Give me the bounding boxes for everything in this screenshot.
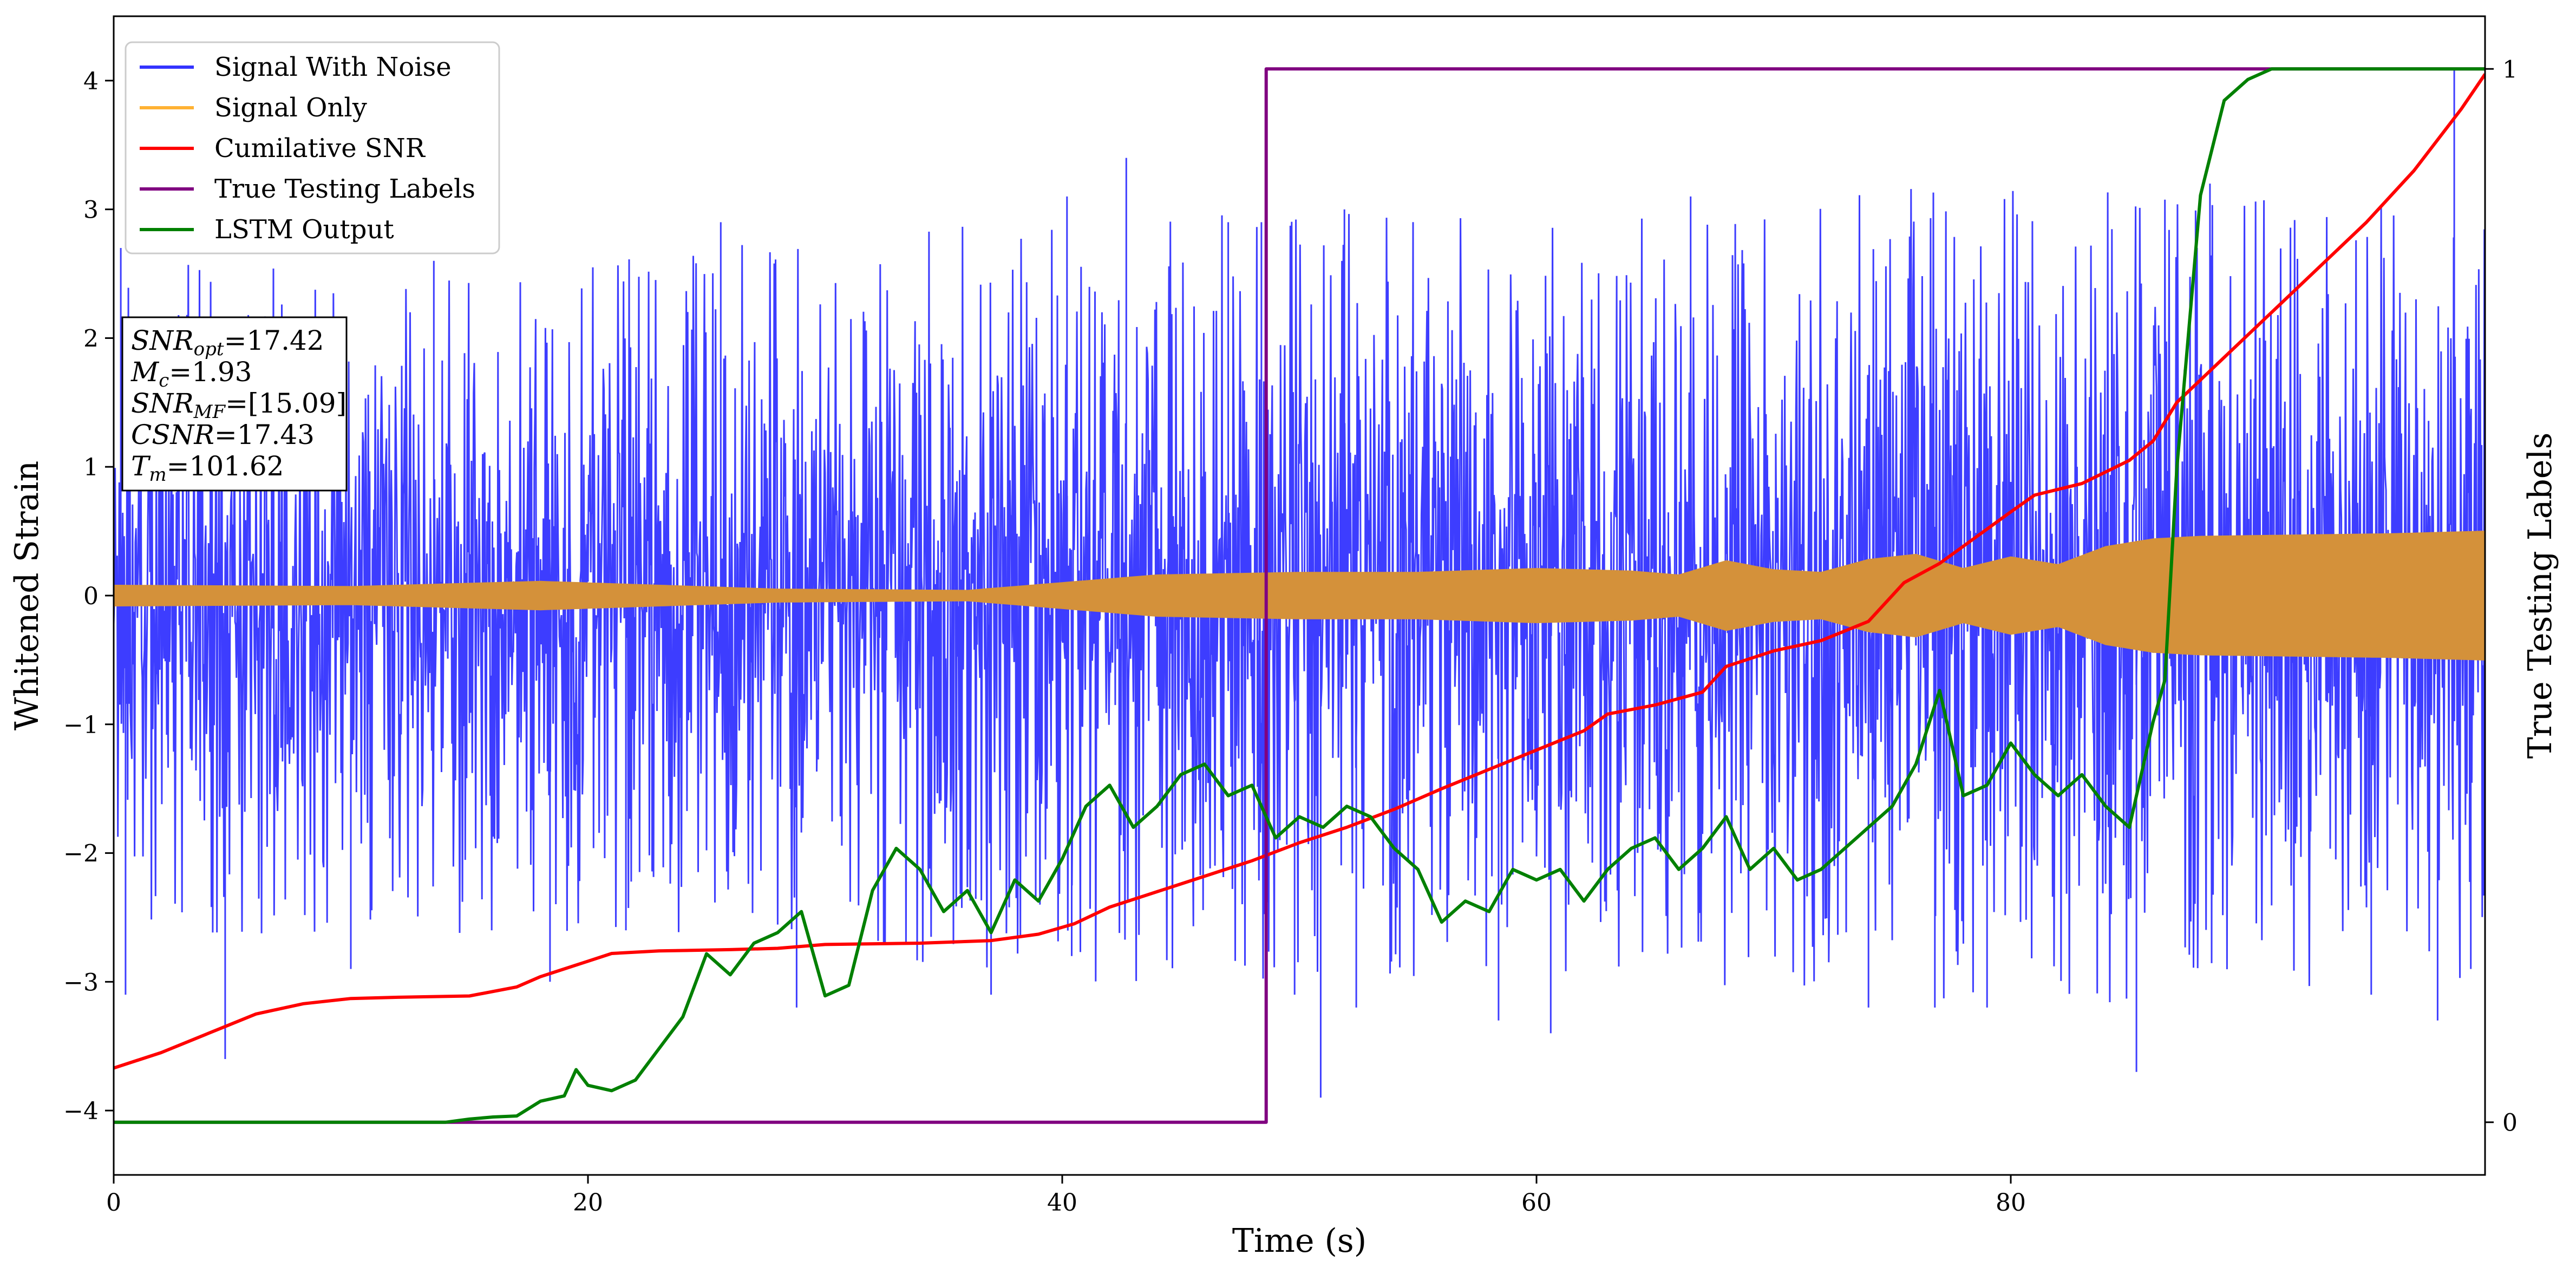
series-lstm-output — [114, 67, 2485, 1124]
annotation-line: SNRopt=17.42 — [131, 325, 324, 360]
annotation-line: SNRMF=[15.09] — [131, 388, 346, 423]
x-tick-label: 20 — [573, 1189, 603, 1217]
y-axis-label: Whitened Strain — [8, 461, 46, 730]
series-layer — [114, 67, 2485, 1124]
x-axis-label: Time (s) — [1232, 1222, 1367, 1260]
y-tick-label: −1 — [63, 711, 99, 739]
y-tick-label: 1 — [83, 454, 99, 481]
y2-axis: 01 — [2485, 56, 2518, 1137]
legend-box — [125, 41, 500, 254]
x-tick-label: 80 — [1996, 1189, 2026, 1217]
legend: Signal With Noise Signal Only Cumilative S… — [125, 41, 500, 254]
y-tick-label: 3 — [83, 197, 99, 224]
legend-label: Signal Only — [214, 93, 367, 123]
y-tick-label: 0 — [83, 583, 99, 610]
annotation-line: Tm=101.62 — [131, 450, 284, 486]
x-tick-label: 0 — [106, 1189, 121, 1217]
y-axis: −4 −3 −2 −1 0 1 2 3 4 — [63, 68, 114, 1125]
y2-tick-label: 0 — [2502, 1109, 2518, 1137]
parameter-annotation-box: SNRopt=17.42Mc=1.93SNRMF=[15.09]CSNR=17.… — [121, 316, 348, 492]
legend-label: True Testing Labels — [214, 174, 475, 204]
y-tick-label: −4 — [63, 1097, 99, 1125]
y-tick-label: 4 — [83, 68, 99, 95]
y-tick-label: −3 — [63, 969, 99, 996]
series-true-testing-labels — [114, 67, 2485, 1124]
x-tick-label: 60 — [1521, 1189, 1552, 1217]
y2-axis-label: True Testing Labels — [2521, 433, 2559, 759]
legend-label: Signal With Noise — [214, 52, 452, 82]
x-axis: 0 20 40 60 80 — [106, 1175, 2026, 1217]
series-signal-only — [114, 531, 2485, 661]
annotation-line: CSNR=17.43 — [131, 419, 315, 450]
y2-tick-label: 1 — [2502, 56, 2518, 83]
y-tick-label: 2 — [83, 325, 99, 352]
series-signal-with-noise — [114, 68, 2485, 1098]
annotation-frame — [121, 316, 348, 492]
x-tick-label: 40 — [1047, 1189, 1077, 1217]
legend-label: Cumilative SNR — [214, 133, 426, 164]
annotation-line: Mc=1.93 — [130, 356, 252, 391]
series-cumilative-snr — [114, 73, 2485, 1070]
legend-label: LSTM Output — [214, 214, 394, 245]
y-tick-label: −2 — [63, 840, 99, 868]
